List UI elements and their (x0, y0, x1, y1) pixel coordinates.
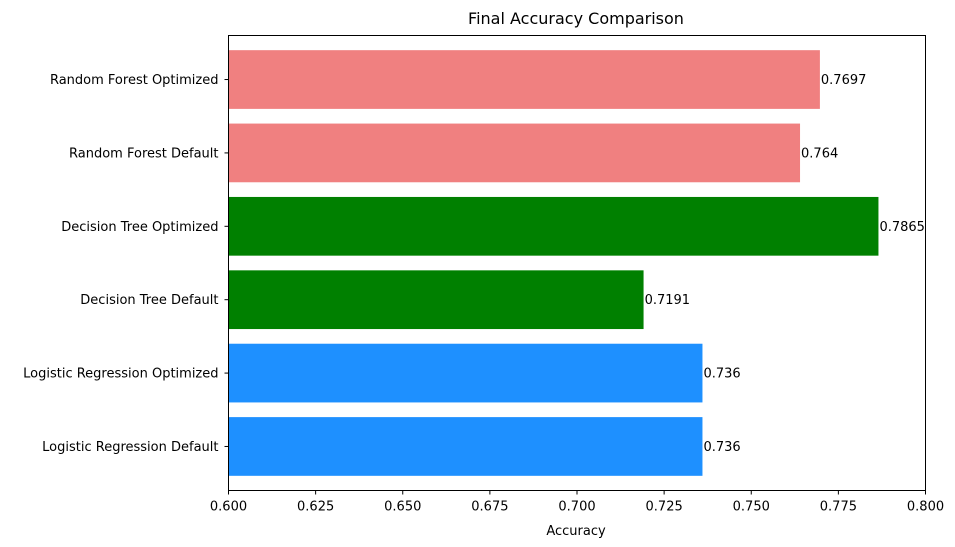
x-tick-label-3: 0.675 (471, 500, 508, 515)
y-tick-label-2: Decision Tree Default (80, 293, 218, 308)
bars-layer (228, 50, 879, 476)
bar-4 (228, 123, 801, 183)
data-label-2: 0.7191 (645, 293, 691, 308)
y-tick-label-0: Logistic Regression Default (42, 440, 218, 455)
x-tick-label-1: 0.625 (297, 500, 334, 515)
data-label-5: 0.7697 (821, 73, 867, 88)
bar-0 (228, 417, 703, 476)
data-labels-layer: 0.736 0.736 0.7191 0.7865 0.764 0.7697 (645, 73, 925, 455)
x-tick-label-7: 0.775 (820, 500, 857, 515)
x-tick-label-2: 0.650 (384, 500, 421, 515)
data-label-4: 0.764 (801, 146, 838, 161)
bar-1 (228, 343, 703, 403)
x-axis-label: Accuracy (546, 524, 606, 539)
x-tick-label-0: 0.600 (210, 500, 247, 515)
y-tick-label-3: Decision Tree Optimized (61, 220, 218, 235)
bar-3 (228, 196, 879, 256)
data-label-0: 0.736 (703, 440, 740, 455)
bar-5 (228, 50, 820, 109)
y-tick-label-5: Random Forest Optimized (50, 73, 219, 88)
data-label-3: 0.7865 (879, 220, 925, 235)
x-tick-label-5: 0.725 (646, 500, 683, 515)
data-label-1: 0.736 (703, 367, 740, 382)
x-tick-label-6: 0.750 (733, 500, 770, 515)
x-axis: 0.600 0.625 0.650 0.675 0.700 0.725 0.750 0.775… (210, 490, 944, 515)
chart-title: Final Accuracy Comparison (468, 9, 684, 28)
x-tick-label-4: 0.700 (558, 500, 595, 515)
bar-2 (228, 270, 644, 330)
y-tick-label-4: Random Forest Default (69, 146, 218, 161)
y-tick-label-1: Logistic Regression Optimized (23, 367, 218, 382)
y-axis: Logistic Regression Default Logistic Regr… (23, 73, 229, 455)
plot-frame (228, 35, 926, 491)
x-tick-label-8: 0.800 (907, 500, 944, 515)
